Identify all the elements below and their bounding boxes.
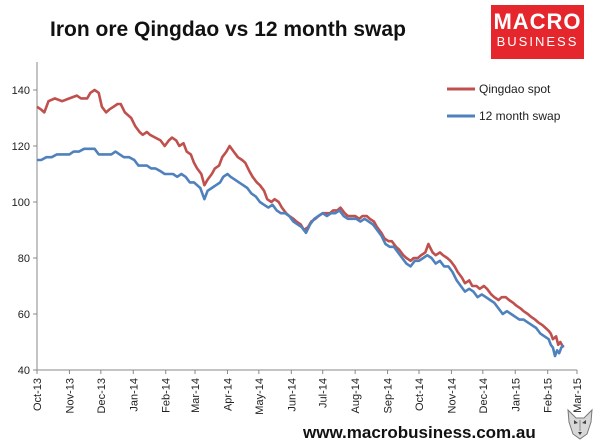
- x-tick-label: Apr-14: [222, 378, 234, 411]
- legend-label-1: 12 month swap: [479, 109, 561, 123]
- chart-series: [36, 88, 565, 358]
- x-tick-label: Jan-14: [128, 378, 140, 412]
- y-tick-label: 80: [18, 253, 30, 265]
- x-tick-label: Oct-14: [414, 378, 426, 411]
- chart-legend: Qingdao spot 12 month swap: [447, 82, 561, 123]
- x-tick-label: Jan-15: [510, 378, 522, 412]
- x-tick-label: Oct-13: [32, 378, 44, 411]
- x-tick-label: Mar-14: [190, 378, 202, 413]
- logo-line-macro: MACRO: [493, 9, 582, 34]
- x-tick-label: Jul-14: [318, 378, 330, 408]
- x-tick-label: May-14: [254, 378, 266, 415]
- x-tick-label: Nov-14: [446, 378, 458, 413]
- y-tick-label: 60: [18, 309, 30, 321]
- series-line-0: [36, 88, 565, 349]
- y-tick-label: 40: [18, 365, 30, 377]
- x-tick-label: Dec-13: [96, 378, 108, 413]
- chart-title: Iron ore Qingdao vs 12 month swap: [50, 18, 406, 41]
- x-tick-label: Aug-14: [350, 378, 362, 413]
- y-tick-label: 120: [12, 141, 30, 153]
- legend-label-0: Qingdao spot: [479, 82, 551, 96]
- x-tick-label: Nov-13: [64, 378, 76, 413]
- chart-axes: 40 60 80 100 120 140 Oct-13 Nov-13 Dec-13 Jan-14 F…: [12, 62, 584, 415]
- x-tick-label: Dec-14: [478, 378, 490, 413]
- wolf-icon: [567, 408, 593, 440]
- logo-line-business: BUSINESS: [496, 34, 579, 49]
- x-tick-label: Feb-15: [543, 378, 555, 413]
- x-tick-label: Mar-15: [572, 378, 584, 413]
- macrobusiness-logo: MACRO BUSINESS: [491, 5, 584, 59]
- x-tick-label: Jun-14: [286, 378, 298, 412]
- x-tick-label: Sep-14: [383, 378, 395, 413]
- y-tick-label: 140: [12, 85, 30, 97]
- y-tick-label: 100: [12, 197, 30, 209]
- x-tick-label: Feb-14: [161, 378, 173, 413]
- footer-url: www.macrobusiness.com.au: [303, 423, 536, 442]
- series-line-1: [37, 147, 565, 358]
